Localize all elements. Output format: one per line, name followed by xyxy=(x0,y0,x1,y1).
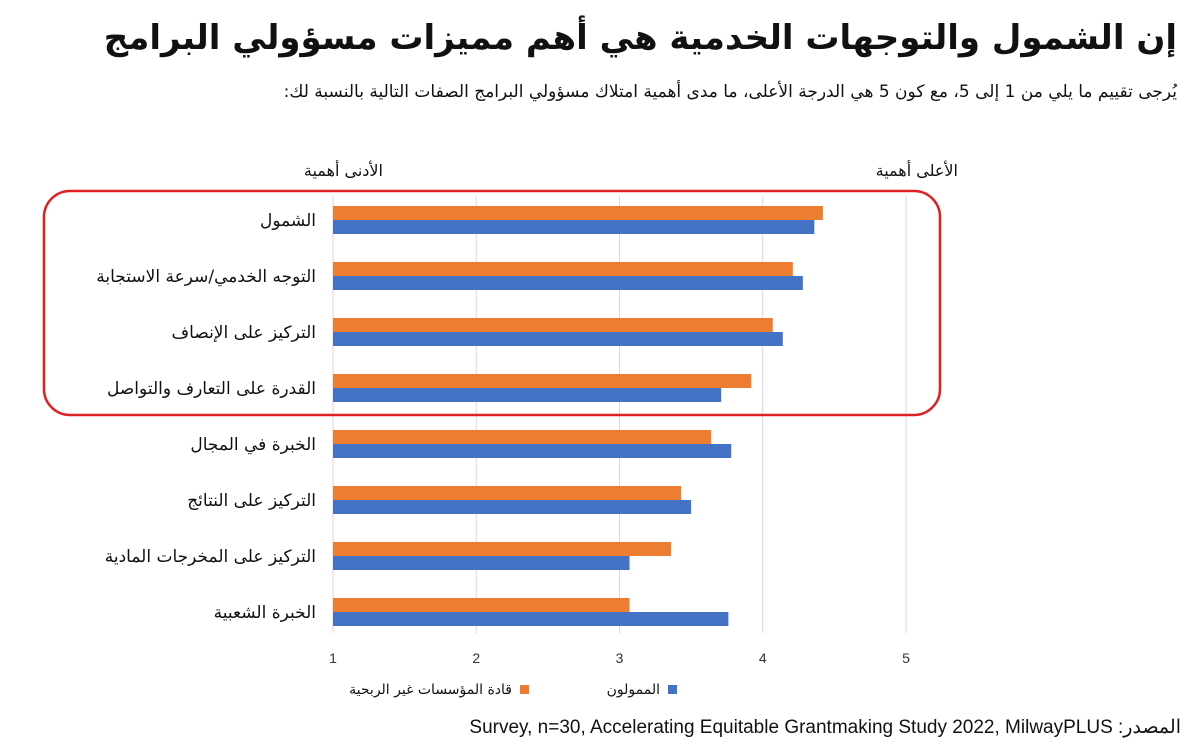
category-label: التركيز على الإنصاف xyxy=(172,323,316,343)
category-label: الخبرة في المجال xyxy=(190,435,316,455)
bar-funders xyxy=(333,332,783,346)
bar-funders xyxy=(333,612,729,626)
bars xyxy=(333,206,823,626)
x-tick-label: 5 xyxy=(902,650,910,666)
legend-swatch-nonprofits xyxy=(520,685,529,694)
bar-funders xyxy=(333,276,803,290)
category-label: القدرة على التعارف والتواصل xyxy=(107,379,316,399)
bar-nonprofits xyxy=(333,318,773,332)
chart-title: إن الشمول والتوجهات الخدمية هي أهم مميزا… xyxy=(103,18,1177,58)
annotation-high: الأعلى أهمية xyxy=(876,160,958,180)
x-tick-label: 4 xyxy=(759,650,767,666)
bar-funders xyxy=(333,500,692,514)
category-labels: الشمول التوجه الخدمي/سرعة الاستجابة التركي… xyxy=(96,211,316,623)
highlight-box xyxy=(42,189,942,417)
bar-funders xyxy=(333,556,630,570)
category-label: الخبرة الشعبية xyxy=(214,603,316,623)
x-tick-label: 2 xyxy=(472,650,480,666)
bar-nonprofits xyxy=(333,374,752,388)
legend: الممولون قادة المؤسسات غير الربحية xyxy=(349,682,677,698)
annotation-low: الأدنى أهمية xyxy=(304,160,383,180)
source-note: المصدر: Survey, n=30, Accelerating Equit… xyxy=(469,717,1181,738)
bar-nonprofits xyxy=(333,430,712,444)
chart-subtitle: يُرجى تقييم ما يلي من 1 إلى 5، مع كون 5 … xyxy=(283,82,1177,102)
bar-nonprofits xyxy=(333,262,793,276)
legend-label-nonprofits: قادة المؤسسات غير الربحية xyxy=(349,682,512,698)
category-label: الشمول xyxy=(260,211,316,231)
x-tick-label: 1 xyxy=(329,650,337,666)
bar-nonprofits xyxy=(333,206,823,220)
x-axis-ticks: 1 2 3 4 5 xyxy=(329,650,910,666)
category-label: التركيز على المخرجات المادية xyxy=(105,547,316,567)
legend-swatch-funders xyxy=(668,685,677,694)
legend-label-funders: الممولون xyxy=(607,682,660,698)
bar-funders xyxy=(333,220,815,234)
category-label: التركيز على النتائج xyxy=(187,491,316,511)
bar-funders xyxy=(333,388,722,402)
bar-nonprofits xyxy=(333,598,630,612)
bar-nonprofits xyxy=(333,486,682,500)
category-label: التوجه الخدمي/سرعة الاستجابة xyxy=(96,267,316,287)
bar-funders xyxy=(333,444,732,458)
bar-nonprofits xyxy=(333,542,672,556)
x-tick-label: 3 xyxy=(616,650,624,666)
